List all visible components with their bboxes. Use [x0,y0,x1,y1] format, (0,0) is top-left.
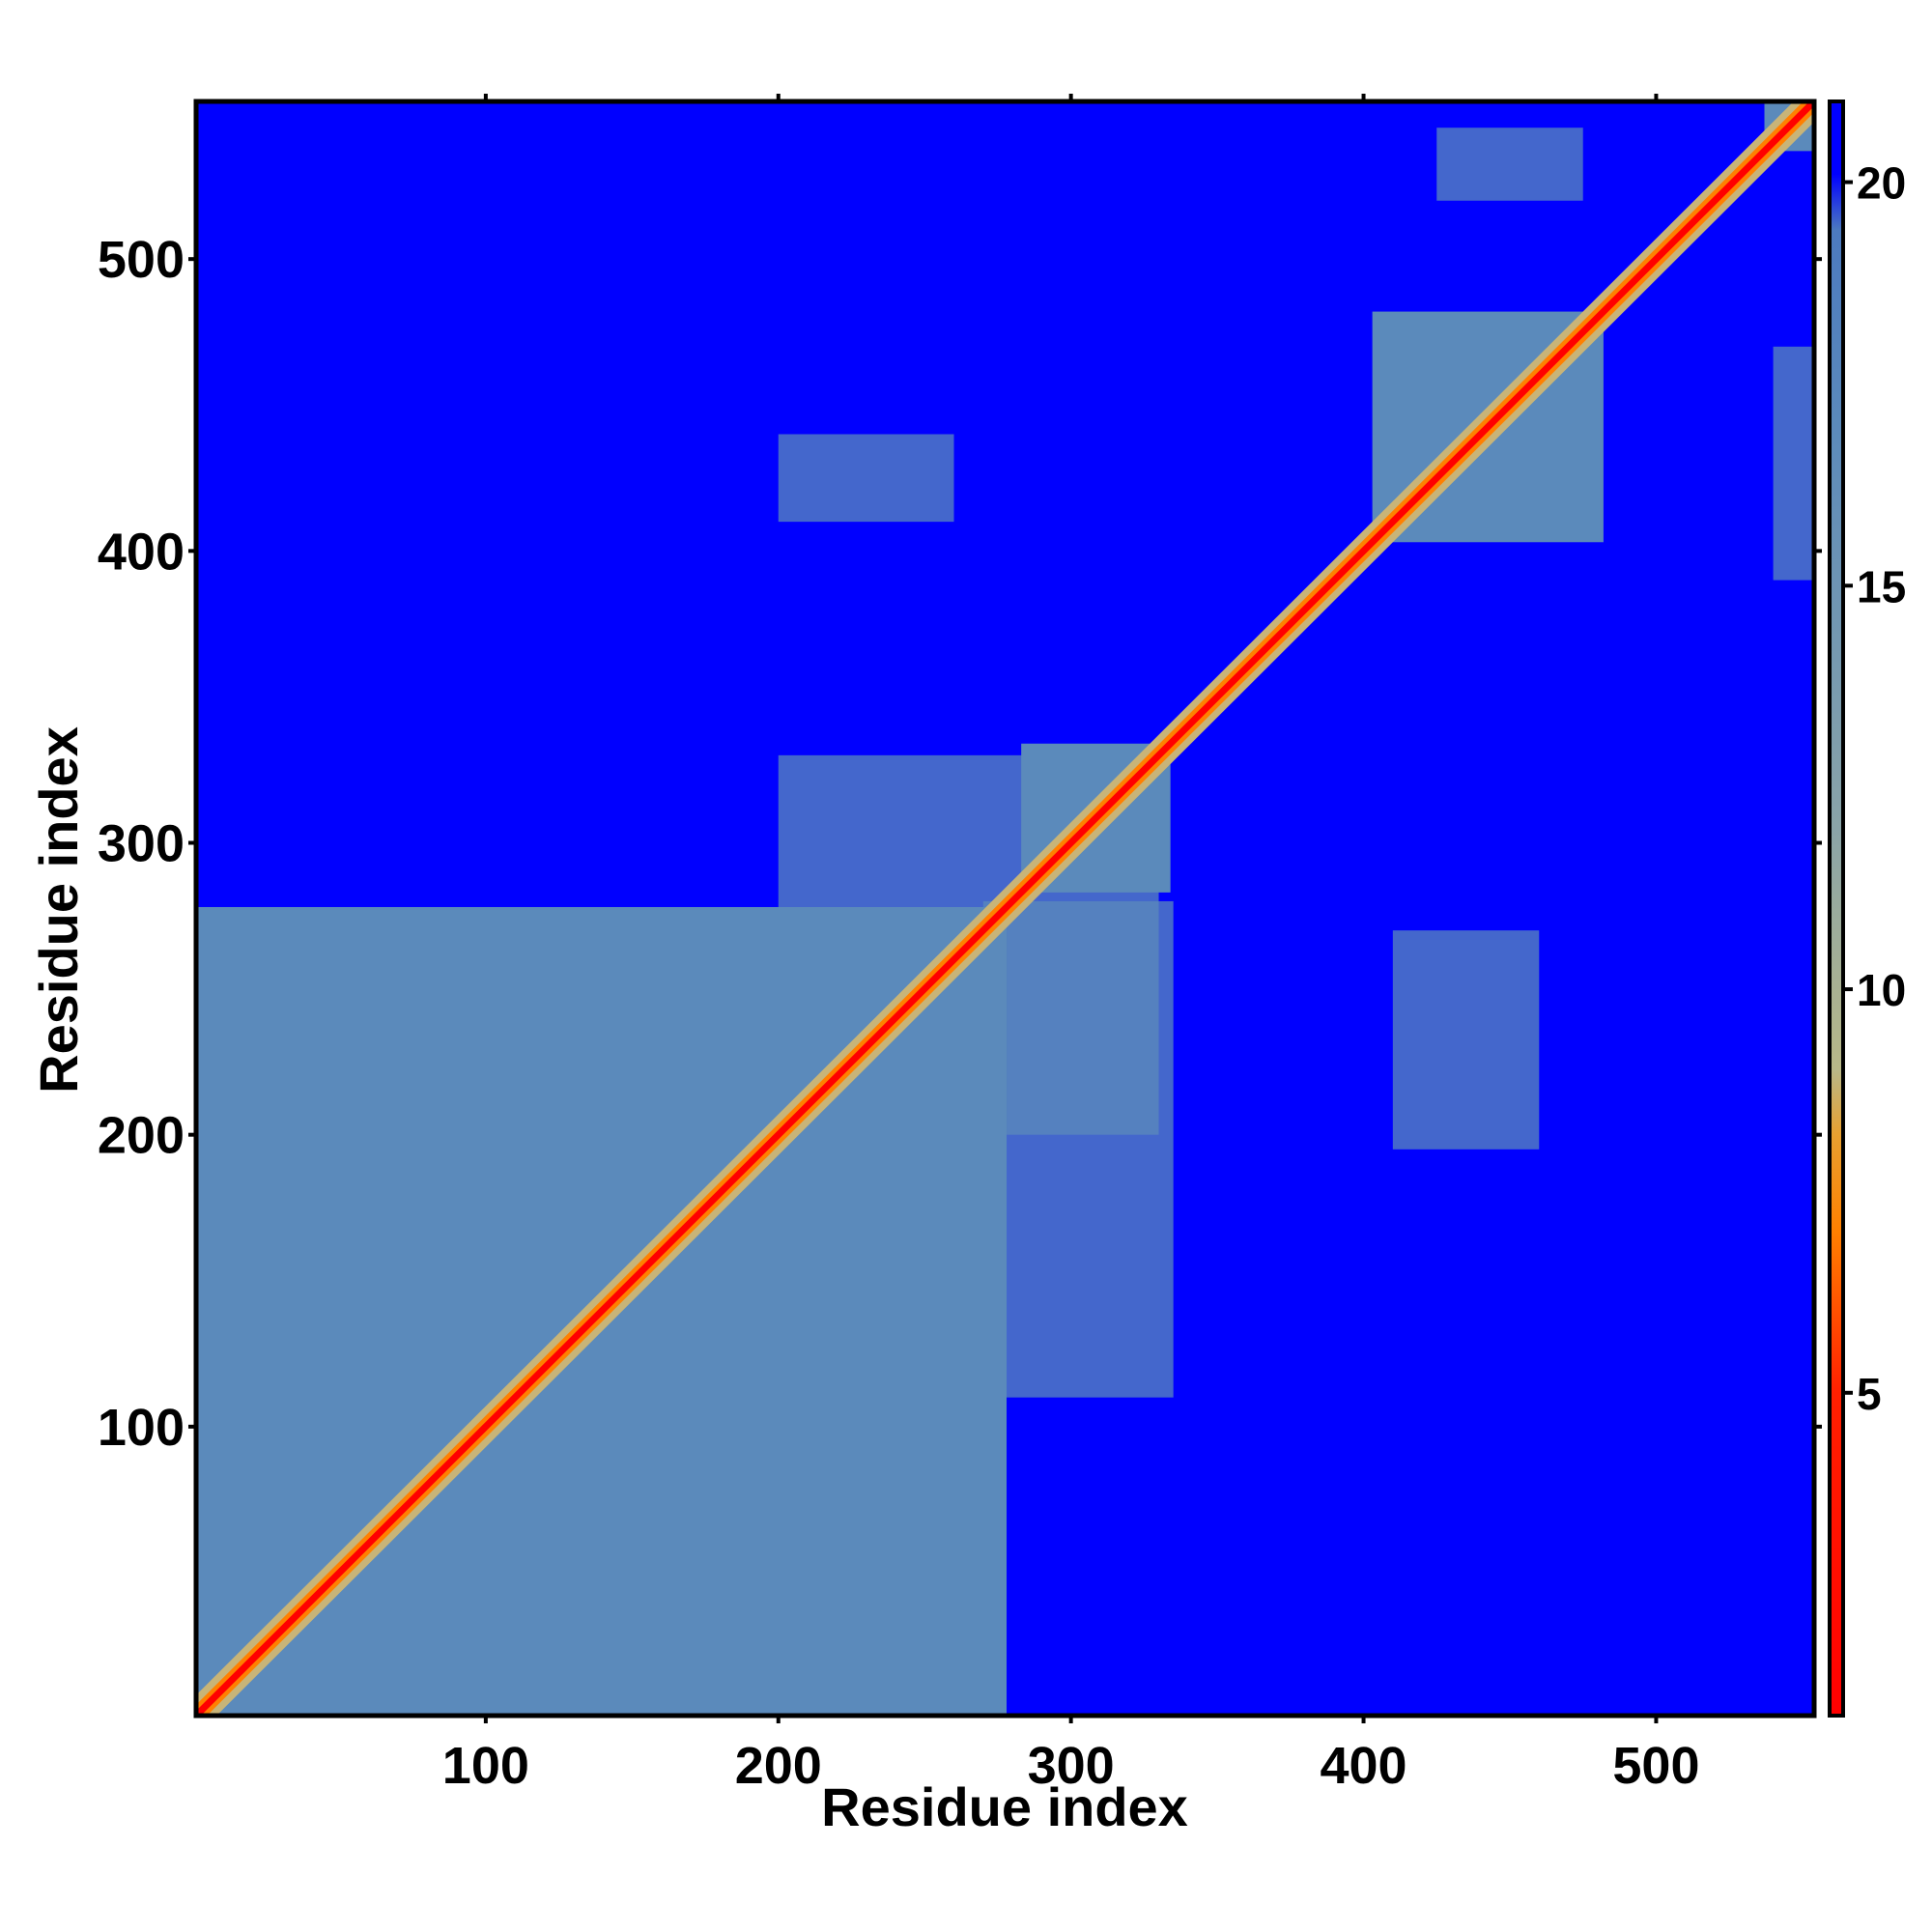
y-axis-title: Residue index [28,726,89,1094]
x-tick-label: 400 [1320,1737,1406,1795]
x-axis-title: Residue index [821,1776,1188,1837]
colorbar: 5 10 15 20 [1828,99,1906,1718]
y-tick-label: 500 [98,231,185,289]
colorbar-tick-label: 15 [1857,561,1906,611]
contact-patch [1436,128,1583,201]
colorbar-tick-label: 10 [1857,965,1906,1015]
contact-patch [1773,346,1814,581]
diagonal-band [196,101,1814,1716]
x-tick-label: 500 [1612,1737,1699,1795]
heatmap-area [196,101,1814,1716]
x-axis: 100 200 300 400 500 [442,94,1699,1795]
x-tick-label: 200 [735,1737,822,1795]
contact-patch [778,434,954,523]
x-tick-label: 100 [442,1737,529,1795]
y-axis: 100 200 300 400 500 [98,231,1822,1457]
colorbar-tick-label: 20 [1857,158,1906,209]
y-tick-label: 300 [98,815,185,873]
y-tick-label: 200 [98,1107,185,1165]
colorbar-gradient [1828,99,1845,1718]
y-tick-label: 400 [98,523,185,581]
colorbar-tick-label: 5 [1857,1369,1882,1419]
y-tick-label: 100 [98,1399,185,1457]
colorbar-ticks: 5 10 15 20 [1843,158,1906,1419]
contact-patch [982,900,1174,1398]
diagonal-line [196,101,1814,1716]
plot-frame [193,99,1817,1719]
x-tick-label: 300 [1028,1737,1115,1795]
contact-patch [1392,930,1540,1150]
